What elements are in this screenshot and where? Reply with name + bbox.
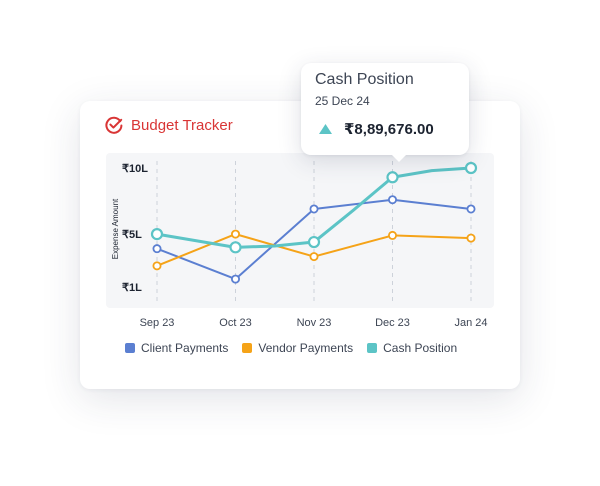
data-point (230, 274, 240, 284)
plot-area (106, 153, 494, 308)
data-point (464, 161, 478, 175)
line-chart: ₹10L ₹5L ₹1L Expense Amount Sep 23 Oct 23 Nov … (111, 161, 488, 329)
data-point (152, 244, 162, 254)
y-axis-label: Expense Amount (111, 198, 120, 259)
data-point (387, 230, 397, 240)
data-point (150, 228, 164, 241)
x-tick-label: Nov 23 (297, 317, 332, 329)
data-point (307, 235, 321, 249)
data-point (387, 195, 397, 205)
y-tick-label: ₹5L (122, 229, 142, 241)
legend-label: Vendor Payments (258, 341, 354, 355)
data-point (309, 252, 319, 262)
x-tick-label: Oct 23 (219, 317, 251, 329)
data-point (309, 204, 319, 214)
data-point (386, 171, 399, 184)
legend-swatch (367, 343, 378, 353)
triangle-up-icon (319, 124, 332, 134)
chart-legend: Client Payments Vendor Payments Cash Posit… (125, 341, 457, 355)
legend-label: Cash Position (383, 341, 458, 355)
tooltip-date: 25 Dec 24 (315, 94, 370, 108)
tooltip-value-row: ₹8,89,676.00 (319, 120, 434, 138)
legend-item: Cash Position (367, 341, 457, 355)
data-point (229, 241, 242, 254)
tooltip-title: Cash Position (315, 71, 414, 88)
data-point (466, 204, 476, 214)
card-header: Budget Tracker (104, 115, 233, 135)
y-tick-label: ₹10L (122, 163, 148, 175)
legend-label: Client Payments (141, 341, 229, 355)
data-point (466, 233, 476, 243)
tooltip-value: ₹8,89,676.00 (344, 121, 434, 138)
x-tick-label: Dec 23 (375, 317, 410, 329)
x-tick-label: Jan 24 (454, 317, 487, 329)
legend-item: Client Payments (125, 341, 228, 355)
x-tick-label: Sep 23 (140, 317, 175, 329)
data-point (230, 229, 240, 239)
chart-tooltip: Cash Position 25 Dec 24 ₹8,89,676.00 (301, 63, 469, 162)
legend-swatch (242, 343, 253, 353)
legend-item: Vendor Payments (242, 341, 353, 355)
card-title: Budget Tracker (131, 116, 233, 134)
check-circle-icon (105, 116, 123, 134)
y-tick-label: ₹1L (122, 282, 142, 294)
data-point (152, 261, 162, 271)
legend-swatch (125, 343, 135, 353)
series-line (155, 166, 473, 249)
